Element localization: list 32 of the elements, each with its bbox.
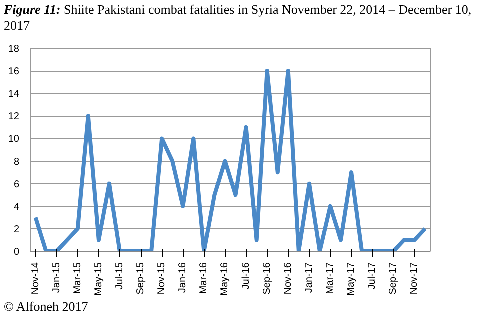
x-tick-label: Jan-15 <box>51 262 62 294</box>
x-tick-label: May-15 <box>93 262 104 296</box>
y-tick-label: 16 <box>8 66 20 78</box>
x-tick-label: Mar-17 <box>325 262 336 294</box>
x-tick-label: Mar-15 <box>72 262 84 294</box>
x-tick-label: May-16 <box>220 262 231 296</box>
y-tick-label: 2 <box>14 224 20 236</box>
x-tick-label: Sep-17 <box>388 262 400 295</box>
x-tick-label: Jul-17 <box>367 262 378 290</box>
x-tick-label: Nov-14 <box>30 262 42 295</box>
y-tick-label: 6 <box>14 179 20 190</box>
y-tick-label: 8 <box>14 156 20 168</box>
x-tick-label: Sep-16 <box>262 262 273 295</box>
text: © Alfoneh 2017 <box>4 298 88 316</box>
chart-title: Figure 11: Shiite Pakistani combat fatalities in Syria November 22, 2014 – December 10, 2017 <box>4 2 472 33</box>
y-tick-label: 14 <box>8 89 20 100</box>
x-tick-label: May-17 <box>346 262 358 296</box>
x-tick-label: Mar-16 <box>198 262 210 294</box>
y-tick-label: 4 <box>14 202 20 213</box>
x-tick-label: Nov-17 <box>409 262 420 295</box>
x-tick-label: Jan-16 <box>178 262 189 294</box>
x-tick-label: Nov-15 <box>156 262 168 295</box>
y-tick-label: 10 <box>8 134 20 146</box>
x-tick-label: Jan-17 <box>304 262 315 294</box>
x-tick-label: Jul-15 <box>114 262 126 290</box>
x-tick-label: Jul-16 <box>240 262 252 290</box>
line-series <box>34 69 428 252</box>
y-tick-label: 12 <box>8 112 20 123</box>
y-tick-label: 18 <box>8 44 20 55</box>
x-tick-label: Sep-15 <box>136 262 147 295</box>
y-tick-label: 0 <box>14 247 20 258</box>
x-tick-label: Nov-16 <box>282 262 294 295</box>
